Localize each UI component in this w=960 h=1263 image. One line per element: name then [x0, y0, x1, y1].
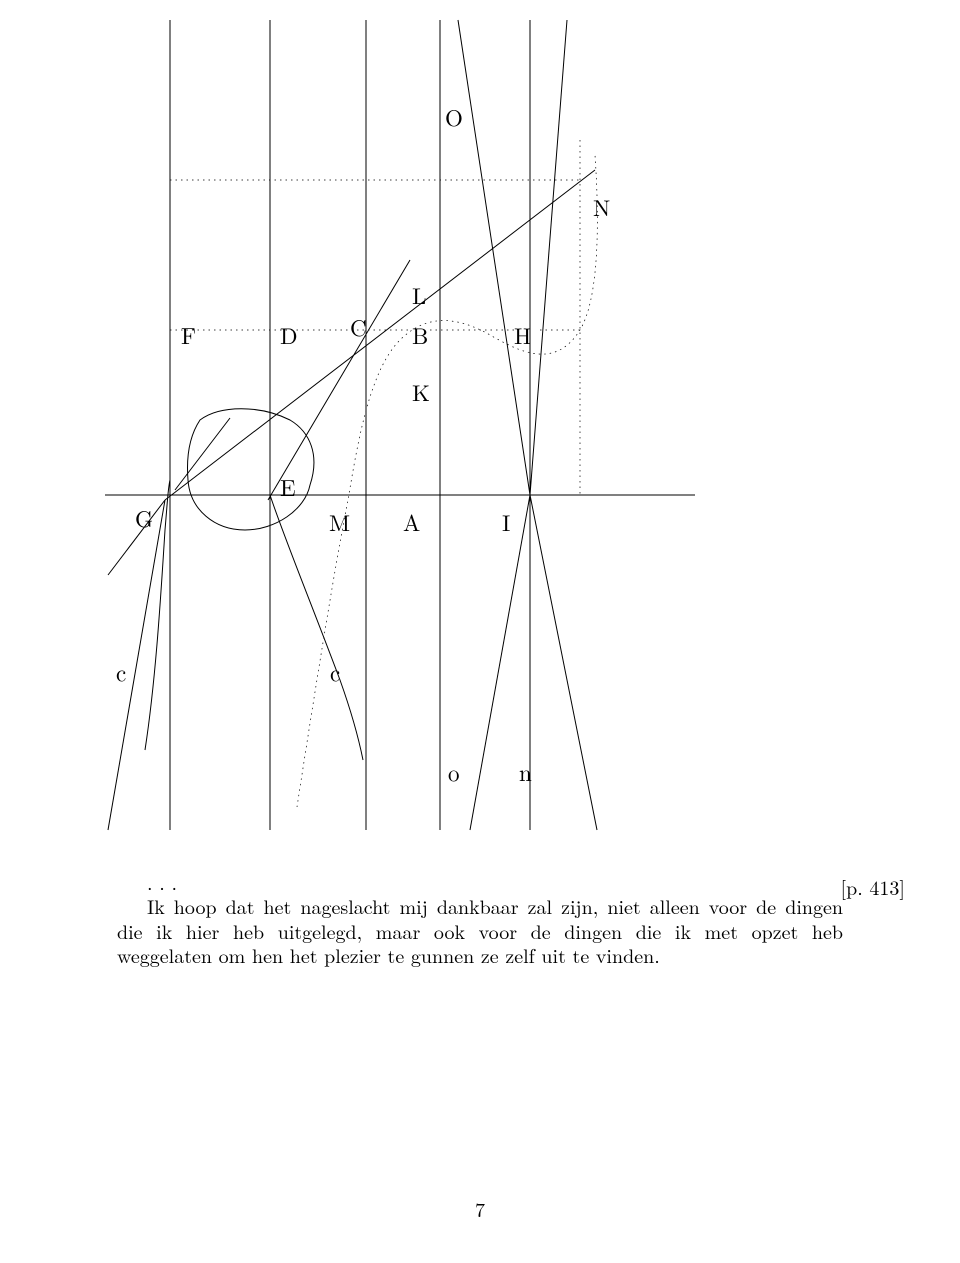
body-paragraph: . . . Ik hoop dat het nageslacht mij dan… [117, 870, 843, 968]
label-H: H [514, 323, 531, 346]
body-text: Ik hoop dat het nageslacht mij dankbaar … [117, 891, 843, 969]
diag-EL [268, 260, 410, 500]
margin-pageref: [p. 413] [841, 872, 905, 901]
seg-left-tick-2 [175, 418, 230, 490]
label-O: O [445, 105, 463, 128]
label-L: L [412, 283, 426, 306]
diag-I-to-O [458, 20, 530, 495]
label-M: M [329, 510, 350, 533]
diag-I-up-right [530, 20, 567, 495]
diag-I-down-n [530, 495, 597, 830]
label-c-left: c [116, 660, 126, 683]
label-E: E [280, 475, 296, 498]
label-F: F [181, 323, 196, 346]
label-o: o [448, 760, 460, 783]
label-G: G [135, 506, 153, 529]
diagram-svg [100, 0, 700, 850]
label-c-right: c [330, 660, 340, 683]
label-B: B [412, 323, 428, 346]
curve-c-right [297, 155, 597, 807]
geometry-diagram: O N L C F D B H K E G M A I c c o n [100, 0, 700, 850]
page-number: 7 [0, 1194, 960, 1223]
label-K: K [412, 380, 430, 403]
label-N: N [593, 195, 610, 218]
label-A: A [403, 510, 420, 533]
label-D: D [280, 323, 298, 346]
label-I: I [502, 510, 510, 533]
label-C: C [350, 315, 367, 338]
label-n: n [519, 760, 532, 783]
page-root: O N L C F D B H K E G M A I c c o n . . … [0, 0, 960, 1263]
